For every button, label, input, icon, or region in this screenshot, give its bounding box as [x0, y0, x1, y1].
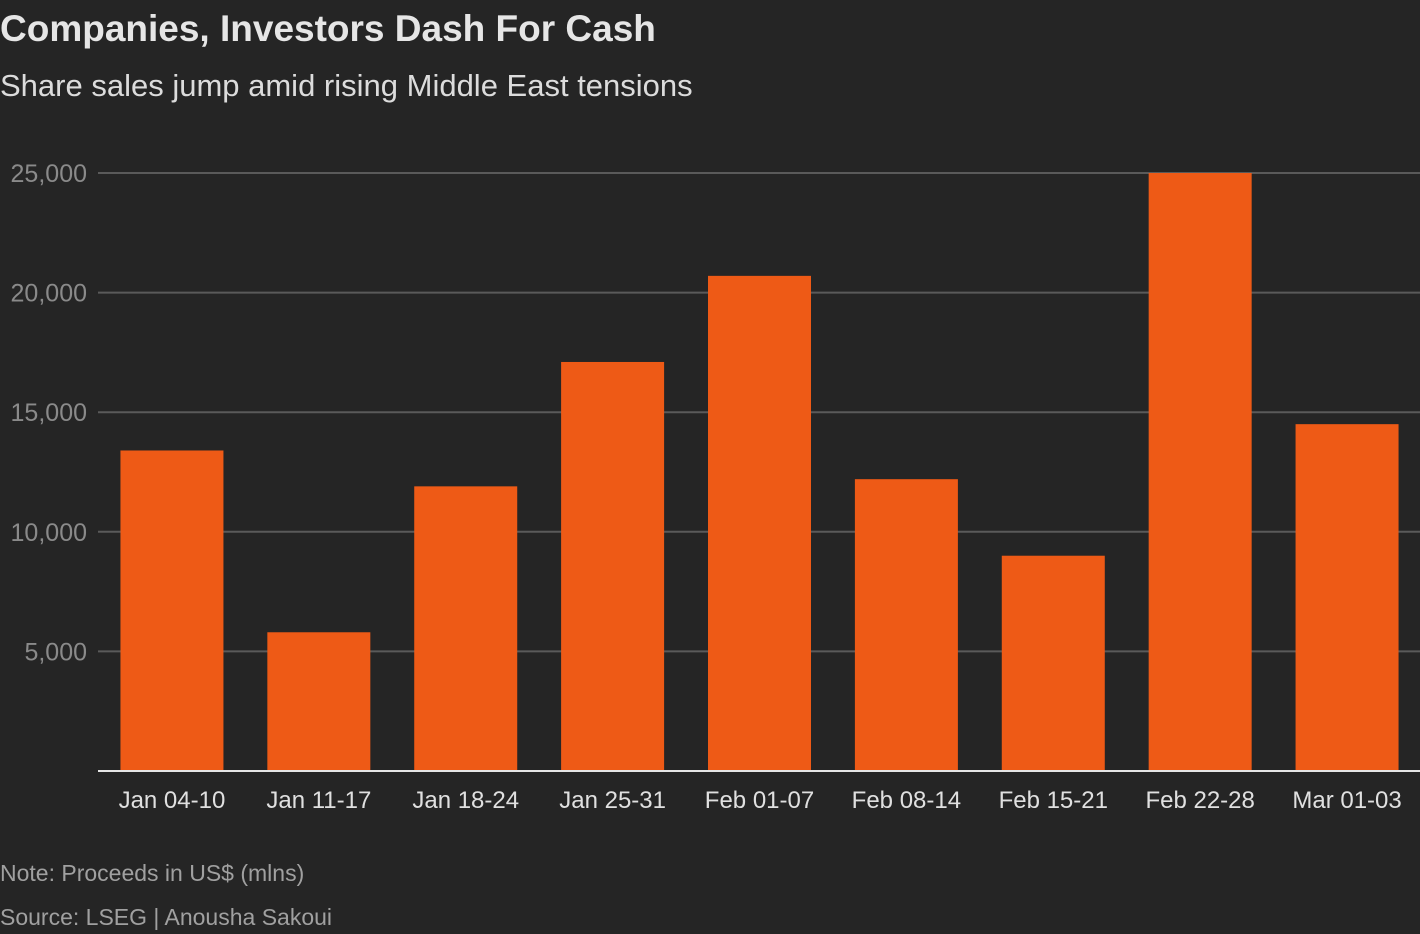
- y-tick-label: 20,000: [11, 280, 87, 308]
- x-tick-label: Jan 04-10: [119, 787, 226, 814]
- bar: [1295, 424, 1399, 771]
- y-tick-label: 15,000: [11, 399, 87, 427]
- y-tick-label: 5,000: [24, 638, 87, 666]
- x-tick-label: Jan 11-17: [266, 787, 371, 814]
- x-tick-label: Feb 08-14: [852, 787, 961, 814]
- bar: [1148, 173, 1252, 771]
- chart-subtitle: Share sales jump amid rising Middle East…: [0, 68, 693, 103]
- x-tick-label: Mar 01-03: [1292, 787, 1401, 814]
- x-tick-label: Feb 22-28: [1145, 787, 1254, 814]
- y-tick-label: 10,000: [11, 519, 87, 547]
- bar: [854, 479, 958, 771]
- x-tick-label: Jan 18-24: [412, 787, 519, 814]
- x-tick-label: Jan 25-31: [559, 787, 666, 814]
- x-tick-label: Feb 01-07: [705, 787, 814, 814]
- y-tick-label: 25,000: [11, 160, 87, 188]
- chart-note: Note: Proceeds in US$ (mlns): [0, 860, 305, 886]
- bar: [414, 486, 518, 771]
- chart-source: Source: LSEG | Anousha Sakoui: [0, 904, 333, 930]
- bars: [120, 173, 1399, 771]
- bar: [267, 632, 371, 771]
- chart-title: Companies, Investors Dash For Cash: [0, 8, 656, 49]
- x-tick-label: Feb 15-21: [999, 787, 1108, 814]
- x-axis-labels: Jan 04-10 Jan 11-17 Jan 18-24 Jan 25-31 Feb …: [119, 787, 1402, 814]
- bar: [120, 450, 224, 771]
- bar: [708, 275, 811, 771]
- bar: [561, 361, 665, 771]
- bar: [1001, 555, 1105, 771]
